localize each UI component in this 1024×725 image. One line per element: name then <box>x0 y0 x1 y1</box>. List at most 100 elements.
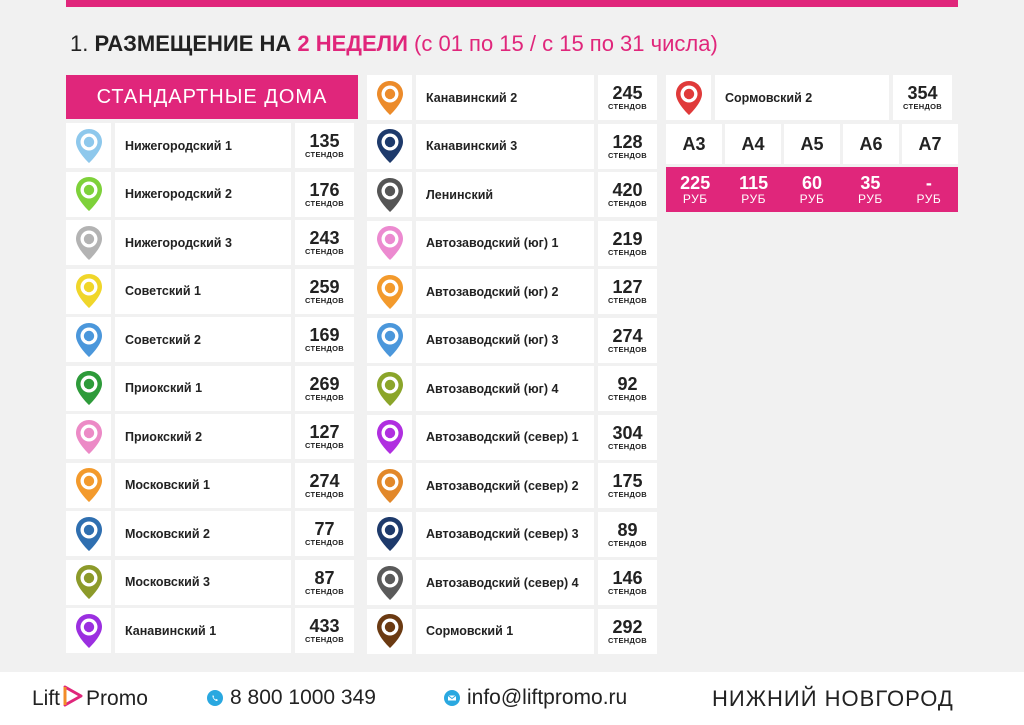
district-row: Автозаводский (север) 3 89 СТЕНДОВ <box>367 511 659 557</box>
email-contact[interactable]: info@liftpromo.ru <box>444 686 627 710</box>
stand-count: 219 СТЕНДОВ <box>598 220 657 266</box>
district-row: Сормовский 2 354 СТЕНДОВ <box>666 75 958 120</box>
price-unit: РУБ <box>916 191 942 206</box>
stand-count: 245 СТЕНДОВ <box>598 75 657 120</box>
stand-count-unit: СТЕНДОВ <box>305 489 344 499</box>
map-pin-icon <box>66 608 111 653</box>
district-name: Автозаводский (север) 3 <box>416 511 594 557</box>
district-row: Канавинский 1 433 СТЕНДОВ <box>66 608 358 653</box>
district-row: Канавинский 2 245 СТЕНДОВ <box>367 75 659 120</box>
stand-count: 292 СТЕНДОВ <box>598 608 657 654</box>
format-price: 35 РУБ <box>841 167 899 212</box>
stand-count-unit: СТЕНДОВ <box>608 441 647 451</box>
stand-count-unit: СТЕНДОВ <box>608 150 647 160</box>
play-icon <box>62 685 84 713</box>
district-name: Автозаводский (север) 4 <box>416 560 594 605</box>
district-name: Канавинский 2 <box>416 75 594 120</box>
format-price: 115 РУБ <box>724 167 782 212</box>
stand-count-unit: СТЕНДОВ <box>608 247 647 257</box>
format-size-label: А7 <box>902 124 958 164</box>
district-name: Канавинский 3 <box>416 123 594 169</box>
stand-count: 146 СТЕНДОВ <box>598 560 657 605</box>
stand-count: 243 СТЕНДОВ <box>295 220 354 265</box>
district-name: Советский 1 <box>115 268 291 314</box>
stand-count-unit: СТЕНДОВ <box>608 344 647 354</box>
district-name: Нижегородский 1 <box>115 123 291 168</box>
district-row: Приокский 2 127 СТЕНДОВ <box>66 414 358 459</box>
stand-count-value: 89 <box>617 519 638 540</box>
stand-count-value: 135 <box>309 131 340 151</box>
stand-count-unit: СТЕНДОВ <box>608 587 647 596</box>
stand-count-value: 77 <box>314 519 335 539</box>
district-name: Автозаводский (север) 2 <box>416 463 594 508</box>
map-pin-icon <box>666 75 711 120</box>
stand-count: 274 СТЕНДОВ <box>598 317 657 363</box>
price-unit: РУБ <box>858 191 883 206</box>
district-name: Московский 3 <box>115 559 291 605</box>
district-name: Автозаводский (юг) 4 <box>416 366 594 411</box>
price-value: 35 <box>860 172 881 193</box>
district-name: Сормовский 1 <box>416 608 594 654</box>
stand-count-unit: СТЕНДОВ <box>305 198 344 208</box>
footer: Lift Promo 8 800 1000 349 info@liftpromo… <box>0 672 1024 725</box>
district-row: Московский 1 274 СТЕНДОВ <box>66 462 358 508</box>
format-price: 60 РУБ <box>783 167 841 212</box>
map-pin-icon <box>367 560 412 605</box>
stand-count: 259 СТЕНДОВ <box>295 268 354 314</box>
stand-count-value: 269 <box>309 373 340 394</box>
stand-count-value: 304 <box>612 422 643 443</box>
stand-count-value: 87 <box>314 567 335 588</box>
district-row: Автозаводский (юг) 4 92 СТЕНДОВ <box>367 366 659 411</box>
stand-count-value: 292 <box>612 616 643 637</box>
stand-count: 77 СТЕНДОВ <box>295 511 354 556</box>
map-pin-icon <box>66 317 111 362</box>
district-name: Сормовский 2 <box>715 75 889 120</box>
format-prices-row: 225 РУБ 115 РУБ 60 РУБ 35 РУБ - РУБ <box>666 167 958 212</box>
title-accent: 2 НЕДЕЛИ <box>297 31 408 56</box>
map-pin-icon <box>367 317 412 363</box>
map-pin-icon <box>367 269 412 314</box>
stand-count-unit: СТЕНДОВ <box>608 199 647 208</box>
price-unit: РУБ <box>682 191 708 206</box>
logo-text-right: Promo <box>86 687 148 710</box>
stand-count: 274 СТЕНДОВ <box>295 462 354 508</box>
district-row: Приокский 1 269 СТЕНДОВ <box>66 365 358 411</box>
stand-count-unit: СТЕНДОВ <box>608 393 647 402</box>
stand-count: 92 СТЕНДОВ <box>598 366 657 411</box>
format-sizes-row: А3 А4 А5 А6 А7 <box>666 124 958 164</box>
district-column-1: СТАНДАРТНЫЕ ДОМА Нижегородский 1 135 СТЕНД… <box>66 75 358 657</box>
district-row: Автозаводский (север) 1 304 СТЕНДОВ <box>367 414 659 460</box>
map-pin-icon <box>66 365 111 411</box>
format-size-label: А3 <box>666 124 722 164</box>
email-address: info@liftpromo.ru <box>467 686 628 709</box>
stand-count-value: 128 <box>612 131 643 152</box>
stand-count-unit: СТЕНДОВ <box>305 635 344 644</box>
district-row: Московский 3 87 СТЕНДОВ <box>66 559 358 605</box>
district-name: Ленинский <box>416 172 594 217</box>
map-pin-icon <box>66 414 111 459</box>
city-name: НИЖНИЙ НОВГОРОД <box>712 686 954 711</box>
district-row: Нижегородский 2 176 СТЕНДОВ <box>66 171 358 217</box>
stand-count: 175 СТЕНДОВ <box>598 463 657 508</box>
price-value: - <box>925 172 932 193</box>
district-name: Московский 2 <box>115 511 291 556</box>
district-row: Нижегородский 1 135 СТЕНДОВ <box>66 123 358 168</box>
stand-count-unit: СТЕНДОВ <box>608 490 647 499</box>
district-row: Автозаводский (юг) 3 274 СТЕНДОВ <box>367 317 659 363</box>
district-name: Автозаводский (юг) 3 <box>416 317 594 363</box>
stand-count-unit: СТЕНДОВ <box>608 102 647 111</box>
page-title: 1. РАЗМЕЩЕНИЕ НА 2 НЕДЕЛИ (с 01 по 15 / … <box>70 31 718 57</box>
map-pin-icon <box>367 172 412 217</box>
stand-count: 304 СТЕНДОВ <box>598 414 657 460</box>
stand-count-unit: СТЕНДОВ <box>305 538 344 547</box>
stand-count: 354 СТЕНДОВ <box>893 75 952 120</box>
stand-count: 127 СТЕНДОВ <box>598 269 657 314</box>
price-unit: РУБ <box>799 191 825 206</box>
stand-count-unit: СТЕНДОВ <box>608 296 647 305</box>
stand-count-value: 274 <box>612 325 643 346</box>
district-row: Советский 1 259 СТЕНДОВ <box>66 268 358 314</box>
map-pin-icon <box>66 171 111 217</box>
map-pin-icon <box>66 220 111 265</box>
district-row: Автозаводский (север) 4 146 СТЕНДОВ <box>367 560 659 605</box>
phone-contact[interactable]: 8 800 1000 349 <box>207 686 376 710</box>
